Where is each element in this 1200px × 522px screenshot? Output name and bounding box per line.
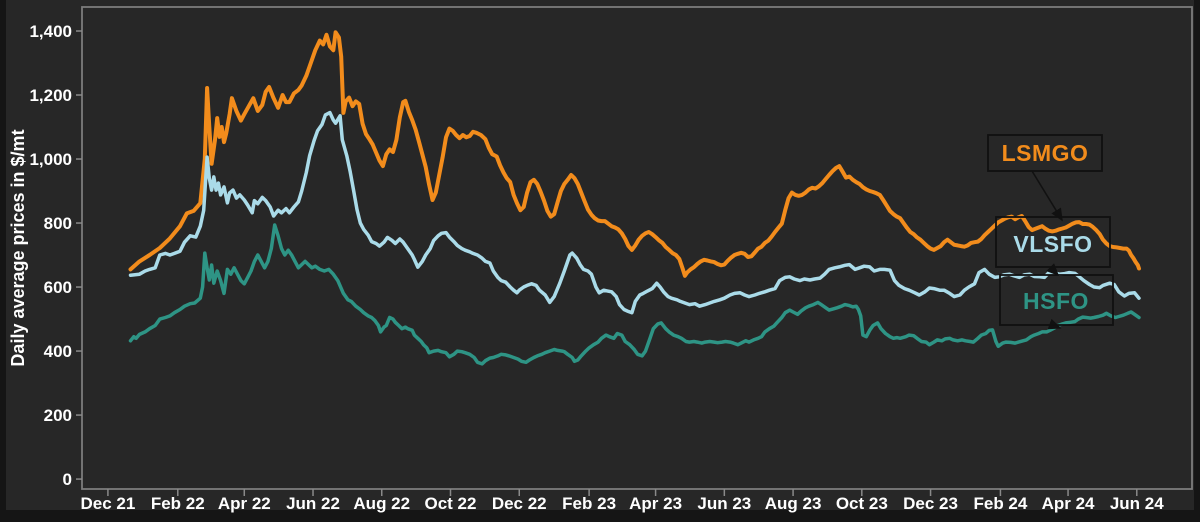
x-tick-label: Feb 24 [973, 494, 1027, 513]
x-tick-label: Feb 22 [151, 494, 205, 513]
x-tick-label: Oct 22 [425, 494, 477, 513]
x-axis-ticks: Dec 21 Feb 22 Apr 22 Jun 22 Aug 22 Oct 22 Dec … [81, 489, 1164, 513]
y-axis-ticks: 0 200 400 600 800 1,000 1,200 1,400 [29, 22, 82, 489]
x-tick-label: Apr 23 [629, 494, 682, 513]
x-tick-label: Dec 21 [81, 494, 136, 513]
x-tick-label: Apr 24 [1042, 494, 1095, 513]
lsmgo-legend-label: LSMGO [1002, 140, 1089, 166]
lsmgo-legend-box [987, 134, 1103, 172]
hsfo-legend-label: HSFO [1023, 288, 1089, 314]
x-tick-label: Aug 23 [765, 494, 822, 513]
x-tick-label: Oct 23 [836, 494, 888, 513]
vlsfo-annotation-arrow [1046, 263, 1060, 277]
y-tick-label: 1,000 [29, 150, 72, 169]
x-tick-label: Jun 24 [1110, 494, 1164, 513]
legend-annotations: LSMGO VLSFO HSFO [987, 134, 1114, 330]
x-tick-label: Dec 23 [903, 494, 958, 513]
y-tick-label: 1,200 [29, 86, 72, 105]
y-tick-label: 600 [44, 278, 72, 297]
y-tick-label: 200 [44, 406, 72, 425]
y-tick-label: 400 [44, 342, 72, 361]
y-tick-label: 1,400 [29, 22, 72, 41]
y-tick-label: 800 [44, 214, 72, 233]
x-tick-label: Aug 22 [353, 494, 410, 513]
x-tick-label: Dec 22 [492, 494, 547, 513]
lsmgo-line [128, 30, 1141, 278]
hsfo-legend-box [999, 274, 1114, 326]
x-tick-label: Apr 22 [218, 494, 271, 513]
lsmgo-annotation-arrow [1031, 170, 1063, 222]
x-tick-label: Jun 23 [697, 494, 751, 513]
vlsfo-line [128, 110, 1141, 315]
y-axis-title: Daily average prices in $/mt [8, 129, 28, 366]
x-tick-label: Jun 22 [286, 494, 340, 513]
y-tick-label: 0 [63, 470, 72, 489]
vlsfo-legend-label: VLSFO [1013, 231, 1092, 257]
series-lines [128, 30, 1141, 366]
vlsfo-legend-box [995, 216, 1111, 268]
hsfo-line [128, 223, 1141, 366]
plot-area-border [81, 6, 1193, 490]
x-tick-label: Feb 23 [562, 494, 616, 513]
